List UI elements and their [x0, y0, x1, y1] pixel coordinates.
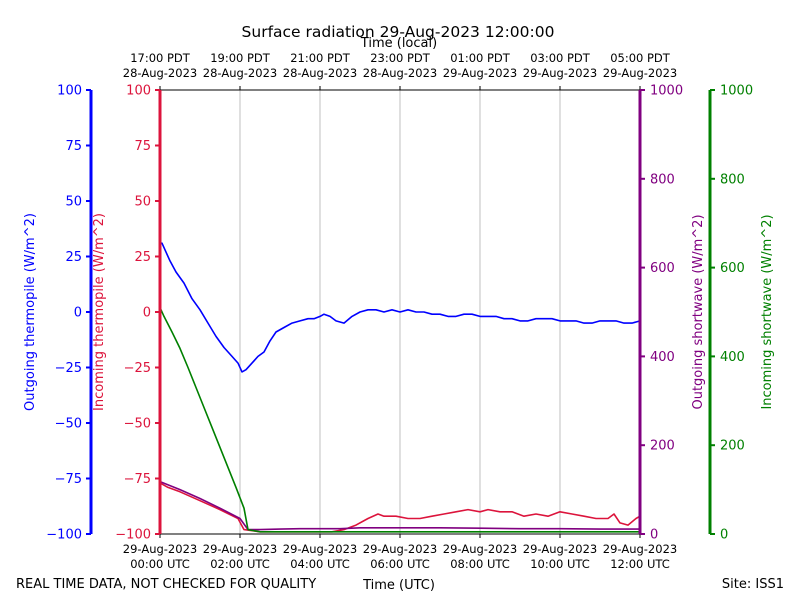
outgoing-shortwave-axis: 0 200 400 600 800 1000	[638, 84, 683, 543]
out-sw-tick-label-5: 1000	[650, 84, 683, 99]
bottom-tick-time-6: 12:00 UTC	[610, 557, 670, 571]
in-sw-tick-label-4: 800	[720, 172, 745, 187]
out-sw-tick-label-2: 400	[650, 350, 675, 365]
out-thermo-tick-label-6: 50	[65, 195, 82, 210]
top-tick-date-4: 29-Aug-2023	[443, 66, 517, 80]
top-tick-date-1: 28-Aug-2023	[203, 66, 277, 80]
incoming-thermopile-axis: −100 −75 −50 −25 0 25 50 75 100	[115, 84, 162, 543]
series-line-in-sw	[159, 307, 640, 533]
top-tick-time-3: 23:00 PDT	[370, 51, 431, 65]
bottom-axis-label: Time (UTC)	[362, 578, 435, 593]
in-thermo-tick-label-5: 25	[134, 250, 151, 265]
in-thermo-tick-label-1: −75	[124, 472, 151, 487]
top-tick-time-2: 21:00 PDT	[290, 51, 351, 65]
chart-title: Surface radiation 29-Aug-2023 12:00:00	[242, 23, 555, 41]
incoming-shortwave-axis: 0 200 400 600 800 1000	[708, 84, 753, 543]
bottom-tick-date-0: 29-Aug-2023	[123, 542, 197, 556]
top-tick-time-4: 01:00 PDT	[450, 51, 511, 65]
in-thermo-tick-label-4: 0	[143, 306, 151, 321]
in-sw-tick-label-5: 1000	[720, 84, 753, 99]
top-tick-time-0: 17:00 PDT	[130, 51, 191, 65]
bottom-tick-date-5: 29-Aug-2023	[523, 542, 597, 556]
out-thermo-tick-label-3: −25	[55, 361, 82, 376]
out-thermo-tick-label-4: 0	[74, 306, 82, 321]
in-sw-tick-label-0: 0	[720, 528, 728, 543]
bottom-tick-time-2: 04:00 UTC	[290, 557, 350, 571]
in-sw-tick-label-1: 200	[720, 439, 745, 454]
top-tick-time-5: 03:00 PDT	[530, 51, 591, 65]
bottom-tick-date-4: 29-Aug-2023	[443, 542, 517, 556]
outgoing-shortwave-axis-label: Outgoing shortwave (W/m^2)	[691, 214, 706, 409]
in-sw-tick-label-2: 400	[720, 350, 745, 365]
outgoing-thermopile-axis: −100 −75 −50 −25 0 25 50 75 100	[46, 84, 93, 543]
in-thermo-tick-label-6: 50	[134, 195, 151, 210]
out-sw-tick-label-1: 200	[650, 439, 675, 454]
bottom-tick-date-3: 29-Aug-2023	[363, 542, 437, 556]
in-thermo-tick-label-3: −25	[124, 361, 151, 376]
series-layer	[159, 242, 641, 533]
out-thermo-tick-label-0: −100	[46, 528, 82, 543]
top-axis-label: Time (local)	[360, 36, 437, 51]
top-tick-date-2: 28-Aug-2023	[283, 66, 357, 80]
in-thermo-tick-label-0: −100	[115, 528, 151, 543]
out-thermo-tick-label-2: −50	[55, 417, 82, 432]
in-thermo-tick-label-8: 100	[126, 84, 151, 99]
out-sw-tick-label-3: 600	[650, 261, 675, 276]
in-sw-tick-label-3: 600	[720, 261, 745, 276]
bottom-tick-time-0: 00:00 UTC	[130, 557, 190, 571]
out-thermo-tick-label-5: 25	[65, 250, 82, 265]
bottom-tick-date-6: 29-Aug-2023	[603, 542, 677, 556]
top-tick-date-5: 29-Aug-2023	[523, 66, 597, 80]
incoming-shortwave-axis-label: Incoming shortwave (W/m^2)	[760, 214, 775, 409]
out-thermo-tick-label-8: 100	[57, 84, 82, 99]
bottom-tick-date-1: 29-Aug-2023	[203, 542, 277, 556]
bottom-tick-date-2: 29-Aug-2023	[283, 542, 357, 556]
top-tick-time-1: 19:00 PDT	[210, 51, 271, 65]
top-tick-time-6: 05:00 PDT	[610, 51, 671, 65]
top-tick-date-3: 28-Aug-2023	[363, 66, 437, 80]
in-thermo-tick-label-7: 75	[134, 139, 151, 154]
bottom-tick-time-5: 10:00 UTC	[530, 557, 590, 571]
series-line-out-thermo	[160, 242, 641, 373]
in-thermo-tick-label-2: −50	[124, 417, 151, 432]
outgoing-thermopile-axis-label: Outgoing thermopile (W/m^2)	[23, 213, 38, 411]
out-thermo-tick-label-1: −75	[55, 472, 82, 487]
out-sw-tick-label-4: 800	[650, 172, 675, 187]
bottom-tick-time-1: 02:00 UTC	[210, 557, 270, 571]
out-sw-tick-label-0: 0	[650, 528, 658, 543]
bottom-tick-time-4: 08:00 UTC	[450, 557, 510, 571]
top-tick-date-6: 29-Aug-2023	[603, 66, 677, 80]
series-line-out-sw	[159, 480, 640, 531]
bottom-tick-time-3: 06:00 UTC	[370, 557, 430, 571]
top-tick-date-0: 28-Aug-2023	[123, 66, 197, 80]
out-thermo-tick-label-7: 75	[65, 139, 82, 154]
quality-disclaimer: REAL TIME DATA, NOT CHECKED FOR QUALITY	[16, 577, 316, 592]
incoming-thermopile-axis-label: Incoming thermopile (W/m^2)	[92, 213, 107, 411]
site-label: Site: ISS1	[722, 577, 784, 592]
